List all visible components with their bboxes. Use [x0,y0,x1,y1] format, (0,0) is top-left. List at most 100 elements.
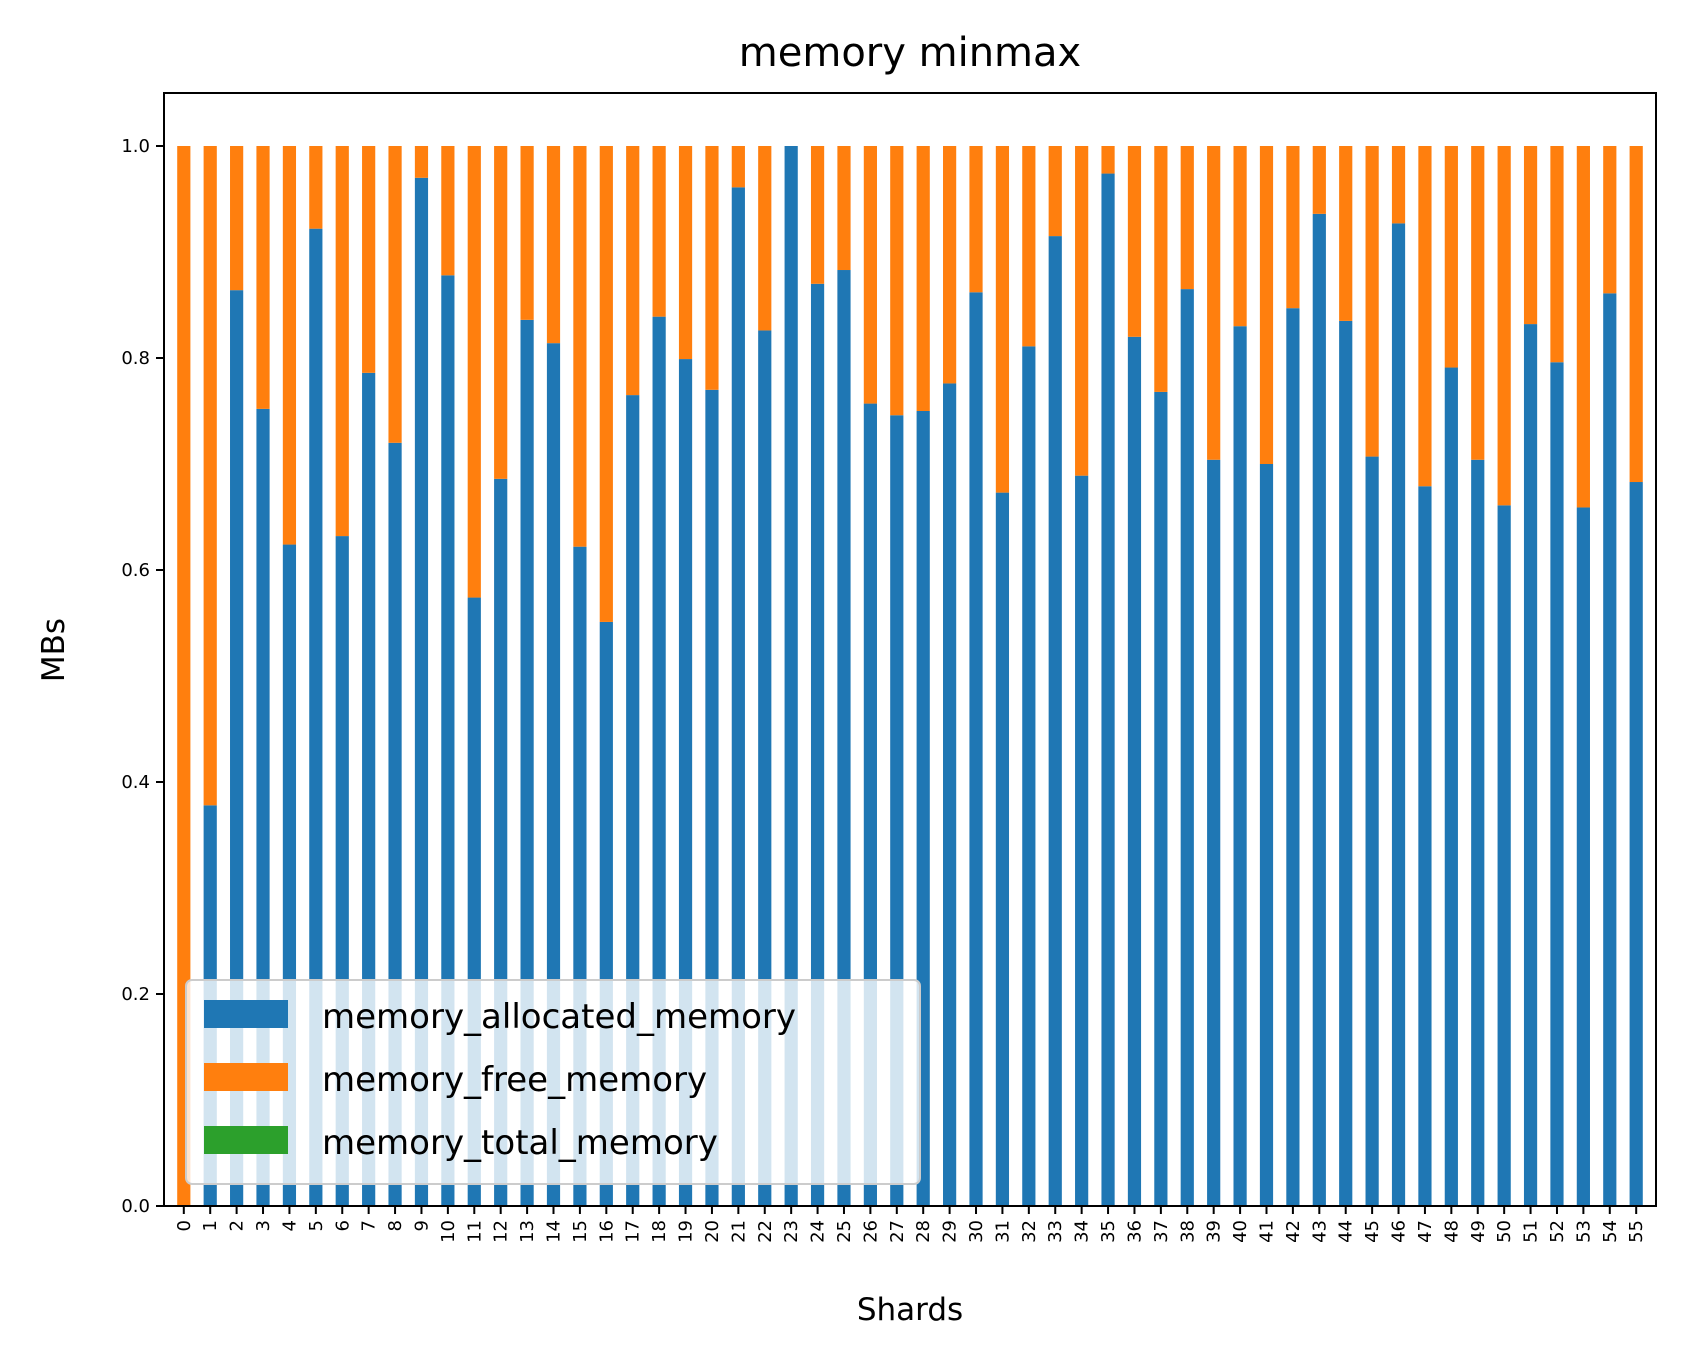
bar-memory_free_memory-40 [1233,146,1247,327]
x-tick-label: 0 [174,1220,195,1231]
bar-memory_free_memory-54 [1603,146,1617,294]
x-tick-label: 34 [1072,1220,1093,1243]
x-tick-label: 25 [834,1220,855,1243]
bar-memory_free_memory-15 [573,146,587,547]
bar-memory_allocated_memory-34 [1075,475,1089,1206]
x-tick-label: 54 [1600,1220,1621,1243]
x-axis: 0 1 2 3 4 5 6 7 8 9 10 11 12 13 14 15 16 17 18 19 20 21 22 23 24… [174,1206,1647,1243]
bar-memory_free_memory-37 [1154,146,1168,392]
bar-memory_free_memory-27 [890,146,904,416]
bar-memory_allocated_memory-33 [1048,236,1062,1207]
bar-memory_free_memory-52 [1550,146,1564,363]
x-tick-label: 7 [359,1220,380,1231]
x-tick-label: 49 [1468,1220,1489,1243]
bar-memory_free_memory-9 [414,146,429,178]
y-tick-label: 0.0 [121,1196,150,1217]
bar-memory_free_memory-7 [362,146,376,373]
bar-memory_free_memory-38 [1180,146,1194,290]
bar-memory_allocated_memory-31 [995,492,1010,1206]
bar-memory_free_memory-1 [203,146,217,806]
x-tick-label: 19 [676,1220,697,1243]
bar-memory_allocated_memory-32 [1022,346,1036,1207]
x-tick-label: 23 [781,1220,802,1243]
bar-memory_allocated_memory-44 [1339,320,1353,1206]
x-tick-label: 32 [1019,1220,1040,1243]
bar-memory_free_memory-26 [863,146,877,404]
x-tick-label: 46 [1389,1220,1410,1243]
x-tick-label: 47 [1415,1220,1436,1243]
bar-memory_free_memory-32 [1022,146,1036,347]
bar-memory_allocated_memory-42 [1286,308,1300,1206]
x-tick-label: 26 [860,1220,881,1243]
x-tick-label: 20 [702,1220,723,1243]
bar-memory_allocated_memory-2 [230,290,244,1206]
y-tick-label: 0.6 [121,560,150,581]
bar-memory_free_memory-4 [282,146,297,545]
bar-memory_free_memory-22 [758,146,772,331]
legend-swatch [204,1063,288,1091]
bar-memory_free_memory-0 [177,146,191,1206]
bar-memory_allocated_memory-37 [1154,391,1168,1206]
bar-memory_free_memory-35 [1101,146,1115,174]
bar-memory_free_memory-8 [388,146,402,443]
legend-swatch [204,1126,288,1154]
x-tick-label: 3 [253,1220,274,1231]
x-tick-label: 6 [332,1220,353,1231]
legend-box [185,979,921,1185]
bar-memory_allocated_memory-47 [1418,486,1432,1206]
x-tick-label: 16 [596,1220,617,1243]
bar-memory_allocated_memory-50 [1497,505,1511,1207]
x-tick-label: 52 [1547,1220,1568,1243]
bar-memory_allocated_memory-46 [1391,223,1406,1206]
x-axis-label: Shards [857,1292,963,1328]
bar-memory_allocated_memory-51 [1523,324,1538,1207]
x-tick-label: 43 [1309,1220,1330,1243]
bar-memory_free_memory-55 [1629,146,1643,483]
x-tick-label: 18 [649,1220,670,1243]
x-tick-label: 29 [940,1220,961,1243]
bar-memory_free_memory-44 [1339,146,1353,321]
bar-memory_free_memory-5 [309,146,323,229]
chart-title: memory minmax [739,30,1081,76]
bar-memory_free_memory-48 [1444,146,1458,368]
x-tick-label: 55 [1626,1220,1647,1243]
x-tick-label: 38 [1177,1220,1198,1243]
x-tick-label: 33 [1045,1220,1066,1243]
x-tick-label: 36 [1124,1220,1145,1243]
y-axis: 0.0 0.2 0.4 0.6 0.8 1.0 [121,136,164,1217]
x-tick-label: 24 [808,1220,829,1243]
bar-memory_allocated_memory-25 [837,270,851,1206]
bar-memory_allocated_memory-30 [969,292,983,1206]
x-tick-label: 22 [755,1220,776,1243]
x-tick-label: 41 [1257,1220,1278,1243]
bar-memory_allocated_memory-24 [810,283,825,1206]
bar-memory_free_memory-25 [837,146,851,271]
y-tick-label: 0.8 [121,348,150,369]
x-tick-label: 27 [887,1220,908,1243]
x-tick-label: 35 [1098,1220,1119,1243]
bar-memory_free_memory-13 [520,146,534,320]
bar-memory_allocated_memory-55 [1629,482,1643,1206]
bar-memory_free_memory-50 [1497,146,1511,506]
x-tick-label: 9 [411,1220,432,1231]
bar-memory_free_memory-21 [731,146,745,188]
bar-memory_free_memory-36 [1127,146,1142,337]
x-tick-label: 15 [570,1220,591,1243]
x-tick-label: 28 [913,1220,934,1243]
bar-memory_free_memory-29 [943,146,957,384]
bar-memory_free_memory-3 [256,146,270,409]
bar-memory_free_memory-2 [230,146,244,291]
bar-memory_allocated_memory-9 [414,177,429,1206]
bar-memory_allocated_memory-10 [441,275,455,1206]
bar-memory_free_memory-18 [652,146,666,317]
legend-label: memory_total_memory [322,1123,718,1163]
x-tick-label: 30 [966,1220,987,1243]
x-tick-label: 5 [306,1220,327,1231]
x-tick-label: 39 [1204,1220,1225,1243]
bar-memory_free_memory-6 [335,146,349,537]
x-tick-label: 37 [1151,1220,1172,1243]
bar-memory_allocated_memory-48 [1444,367,1458,1206]
bar-memory_free_memory-19 [678,146,693,360]
bar-memory_allocated_memory-53 [1576,507,1590,1207]
